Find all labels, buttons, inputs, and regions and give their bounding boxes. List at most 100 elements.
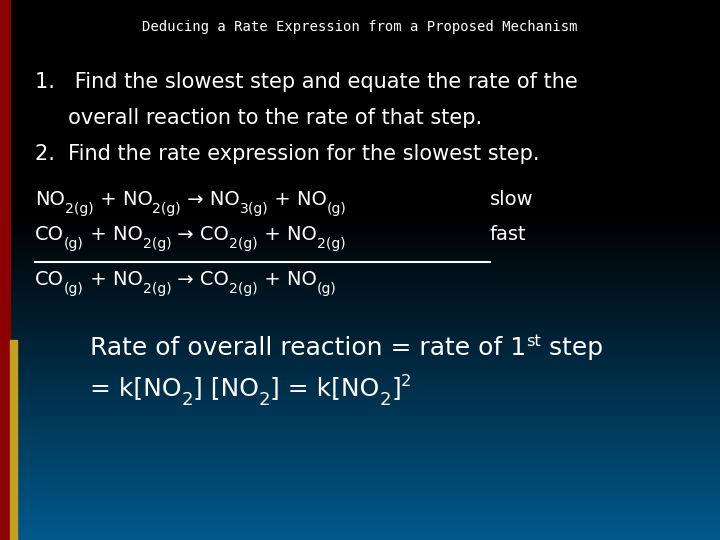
Text: CO: CO (35, 225, 64, 244)
Bar (0, 103, 720, 105)
Bar (0, 213, 720, 216)
Bar (0, 97, 720, 100)
Bar (0, 227, 720, 229)
Bar (0, 111, 720, 113)
Bar (0, 462, 720, 464)
Bar (0, 316, 720, 319)
Text: + NO: + NO (258, 225, 317, 244)
Bar (0, 338, 720, 340)
Bar (0, 162, 720, 165)
Text: 2(g): 2(g) (229, 282, 258, 296)
Text: + NO: + NO (84, 225, 143, 244)
Bar (0, 302, 720, 305)
Bar (0, 521, 720, 524)
Bar (0, 467, 720, 470)
Bar (0, 305, 720, 308)
Text: (g): (g) (328, 202, 347, 215)
Text: (g): (g) (64, 237, 84, 251)
Bar (0, 440, 720, 443)
Bar (0, 340, 720, 343)
Bar (0, 483, 720, 486)
Bar (0, 394, 720, 397)
Bar (0, 14, 720, 16)
Text: 3(g): 3(g) (240, 202, 269, 215)
Bar (0, 108, 720, 111)
Bar (0, 343, 720, 346)
Bar (0, 427, 720, 429)
Bar (0, 73, 720, 76)
Bar (0, 432, 720, 435)
Bar (0, 446, 720, 448)
Bar (0, 383, 720, 386)
Bar (0, 270, 720, 273)
Bar (0, 211, 720, 213)
Bar (0, 254, 720, 256)
Bar (0, 46, 720, 49)
Bar (0, 278, 720, 281)
Bar (0, 397, 720, 400)
Text: fast: fast (490, 225, 526, 244)
Bar (0, 189, 720, 192)
Bar (0, 84, 720, 86)
Bar (0, 356, 720, 359)
Bar (0, 275, 720, 278)
Bar (0, 230, 720, 232)
Text: 2(g): 2(g) (153, 202, 181, 215)
Text: st: st (526, 334, 541, 349)
Bar (0, 286, 720, 289)
Bar (0, 297, 720, 300)
Bar (0, 76, 720, 78)
Bar (0, 0, 720, 3)
Bar (0, 524, 720, 526)
Bar (0, 516, 720, 518)
Bar (0, 89, 720, 92)
Bar (0, 389, 720, 392)
Bar (0, 513, 720, 516)
Text: 2: 2 (401, 374, 411, 389)
Bar (0, 381, 720, 383)
Bar (0, 265, 720, 267)
Text: Deducing a Rate Expression from a Proposed Mechanism: Deducing a Rate Expression from a Propos… (143, 20, 577, 34)
Bar (0, 359, 720, 362)
Bar (0, 251, 720, 254)
Bar (0, 327, 720, 329)
Bar (0, 65, 720, 68)
Bar (0, 140, 720, 143)
Text: 2: 2 (181, 391, 193, 409)
Bar (0, 16, 720, 19)
Text: ] = k[NO: ] = k[NO (271, 376, 379, 400)
Bar (0, 192, 720, 194)
Bar (0, 132, 720, 135)
Bar (0, 186, 720, 189)
Bar (0, 532, 720, 535)
Text: 2(g): 2(g) (317, 237, 346, 251)
Bar (0, 205, 720, 208)
Bar (0, 246, 720, 248)
Bar (0, 386, 720, 389)
Bar (0, 378, 720, 381)
Bar (0, 19, 720, 22)
Text: 2(g): 2(g) (229, 237, 258, 251)
Bar (0, 62, 720, 65)
Bar (0, 351, 720, 354)
Bar (0, 202, 720, 205)
Bar (0, 70, 720, 73)
Bar (0, 159, 720, 162)
Bar (0, 248, 720, 251)
Bar (0, 478, 720, 481)
Bar (0, 267, 720, 270)
Bar (0, 408, 720, 410)
Bar (0, 57, 720, 59)
Bar (0, 443, 720, 445)
Bar (0, 181, 720, 184)
Text: CO: CO (35, 270, 64, 289)
Bar (0, 119, 720, 122)
Bar (0, 94, 720, 97)
Bar (0, 459, 720, 462)
Bar (0, 54, 720, 57)
Bar (0, 30, 720, 32)
Bar (0, 113, 720, 116)
Bar (0, 165, 720, 167)
Bar (0, 300, 720, 302)
Bar (0, 505, 720, 508)
